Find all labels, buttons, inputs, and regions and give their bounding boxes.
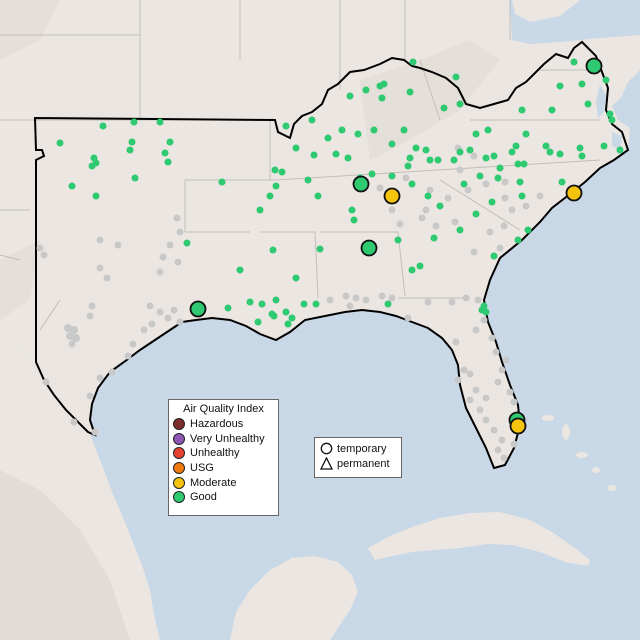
monitors-large bbox=[189, 57, 603, 435]
circle-icon bbox=[320, 442, 333, 455]
aqi-legend: Air Quality Index Hazardous Very Unhealth… bbox=[168, 399, 279, 516]
legend-row-hazardous: Hazardous bbox=[169, 417, 278, 432]
region-outline bbox=[33, 40, 630, 470]
monitor-moderate bbox=[565, 184, 583, 202]
coastal-waters bbox=[596, 84, 622, 404]
legend-swatch bbox=[173, 476, 185, 489]
legend-label-temporary: temporary bbox=[337, 442, 387, 455]
monitor-good bbox=[360, 239, 378, 257]
monitor-good bbox=[352, 175, 370, 193]
terrain-shading bbox=[0, 0, 500, 320]
legend-row-moderate: Moderate bbox=[169, 475, 278, 490]
legend-label: Unhealthy bbox=[190, 447, 240, 460]
bahamas-islands bbox=[542, 415, 617, 491]
legend-swatch bbox=[173, 491, 185, 504]
legend-label: Good bbox=[190, 491, 217, 504]
monitor-good bbox=[189, 300, 207, 318]
yucatan-land bbox=[230, 556, 358, 640]
legend-row-unhealthy: Unhealthy bbox=[169, 446, 278, 461]
legend-row-usg: USG bbox=[169, 461, 278, 476]
legend-row-very-unhealthy: Very Unhealthy bbox=[169, 432, 278, 447]
legend-title: Air Quality Index bbox=[183, 403, 264, 415]
monitor-good bbox=[585, 57, 603, 75]
legend-label: Hazardous bbox=[190, 418, 244, 431]
legend-swatch bbox=[173, 432, 185, 445]
legend-row-permanent: permanent bbox=[315, 456, 401, 471]
legend-row-temporary: temporary bbox=[315, 441, 401, 456]
legend-label: USG bbox=[190, 462, 214, 475]
sensors-no-data bbox=[36, 144, 544, 462]
sensors-good bbox=[56, 58, 624, 328]
monitor-moderate bbox=[509, 417, 527, 435]
legend-label-permanent: permanent bbox=[337, 457, 390, 470]
legend-label: Very Unhealthy bbox=[190, 432, 265, 445]
lake-land-divider bbox=[512, 0, 580, 22]
legend-label: Moderate bbox=[190, 476, 237, 489]
triangle-icon bbox=[320, 457, 333, 470]
legend-swatch bbox=[173, 447, 185, 460]
us-mainland bbox=[0, 0, 640, 468]
legend-swatch bbox=[173, 462, 185, 475]
monitor-moderate bbox=[383, 187, 401, 205]
legend-row-good: Good bbox=[169, 490, 278, 505]
legend-swatch bbox=[173, 418, 185, 431]
cuba-land bbox=[368, 512, 590, 566]
shape-legend: temporary permanent bbox=[314, 437, 402, 478]
mexico-shade bbox=[0, 470, 130, 640]
